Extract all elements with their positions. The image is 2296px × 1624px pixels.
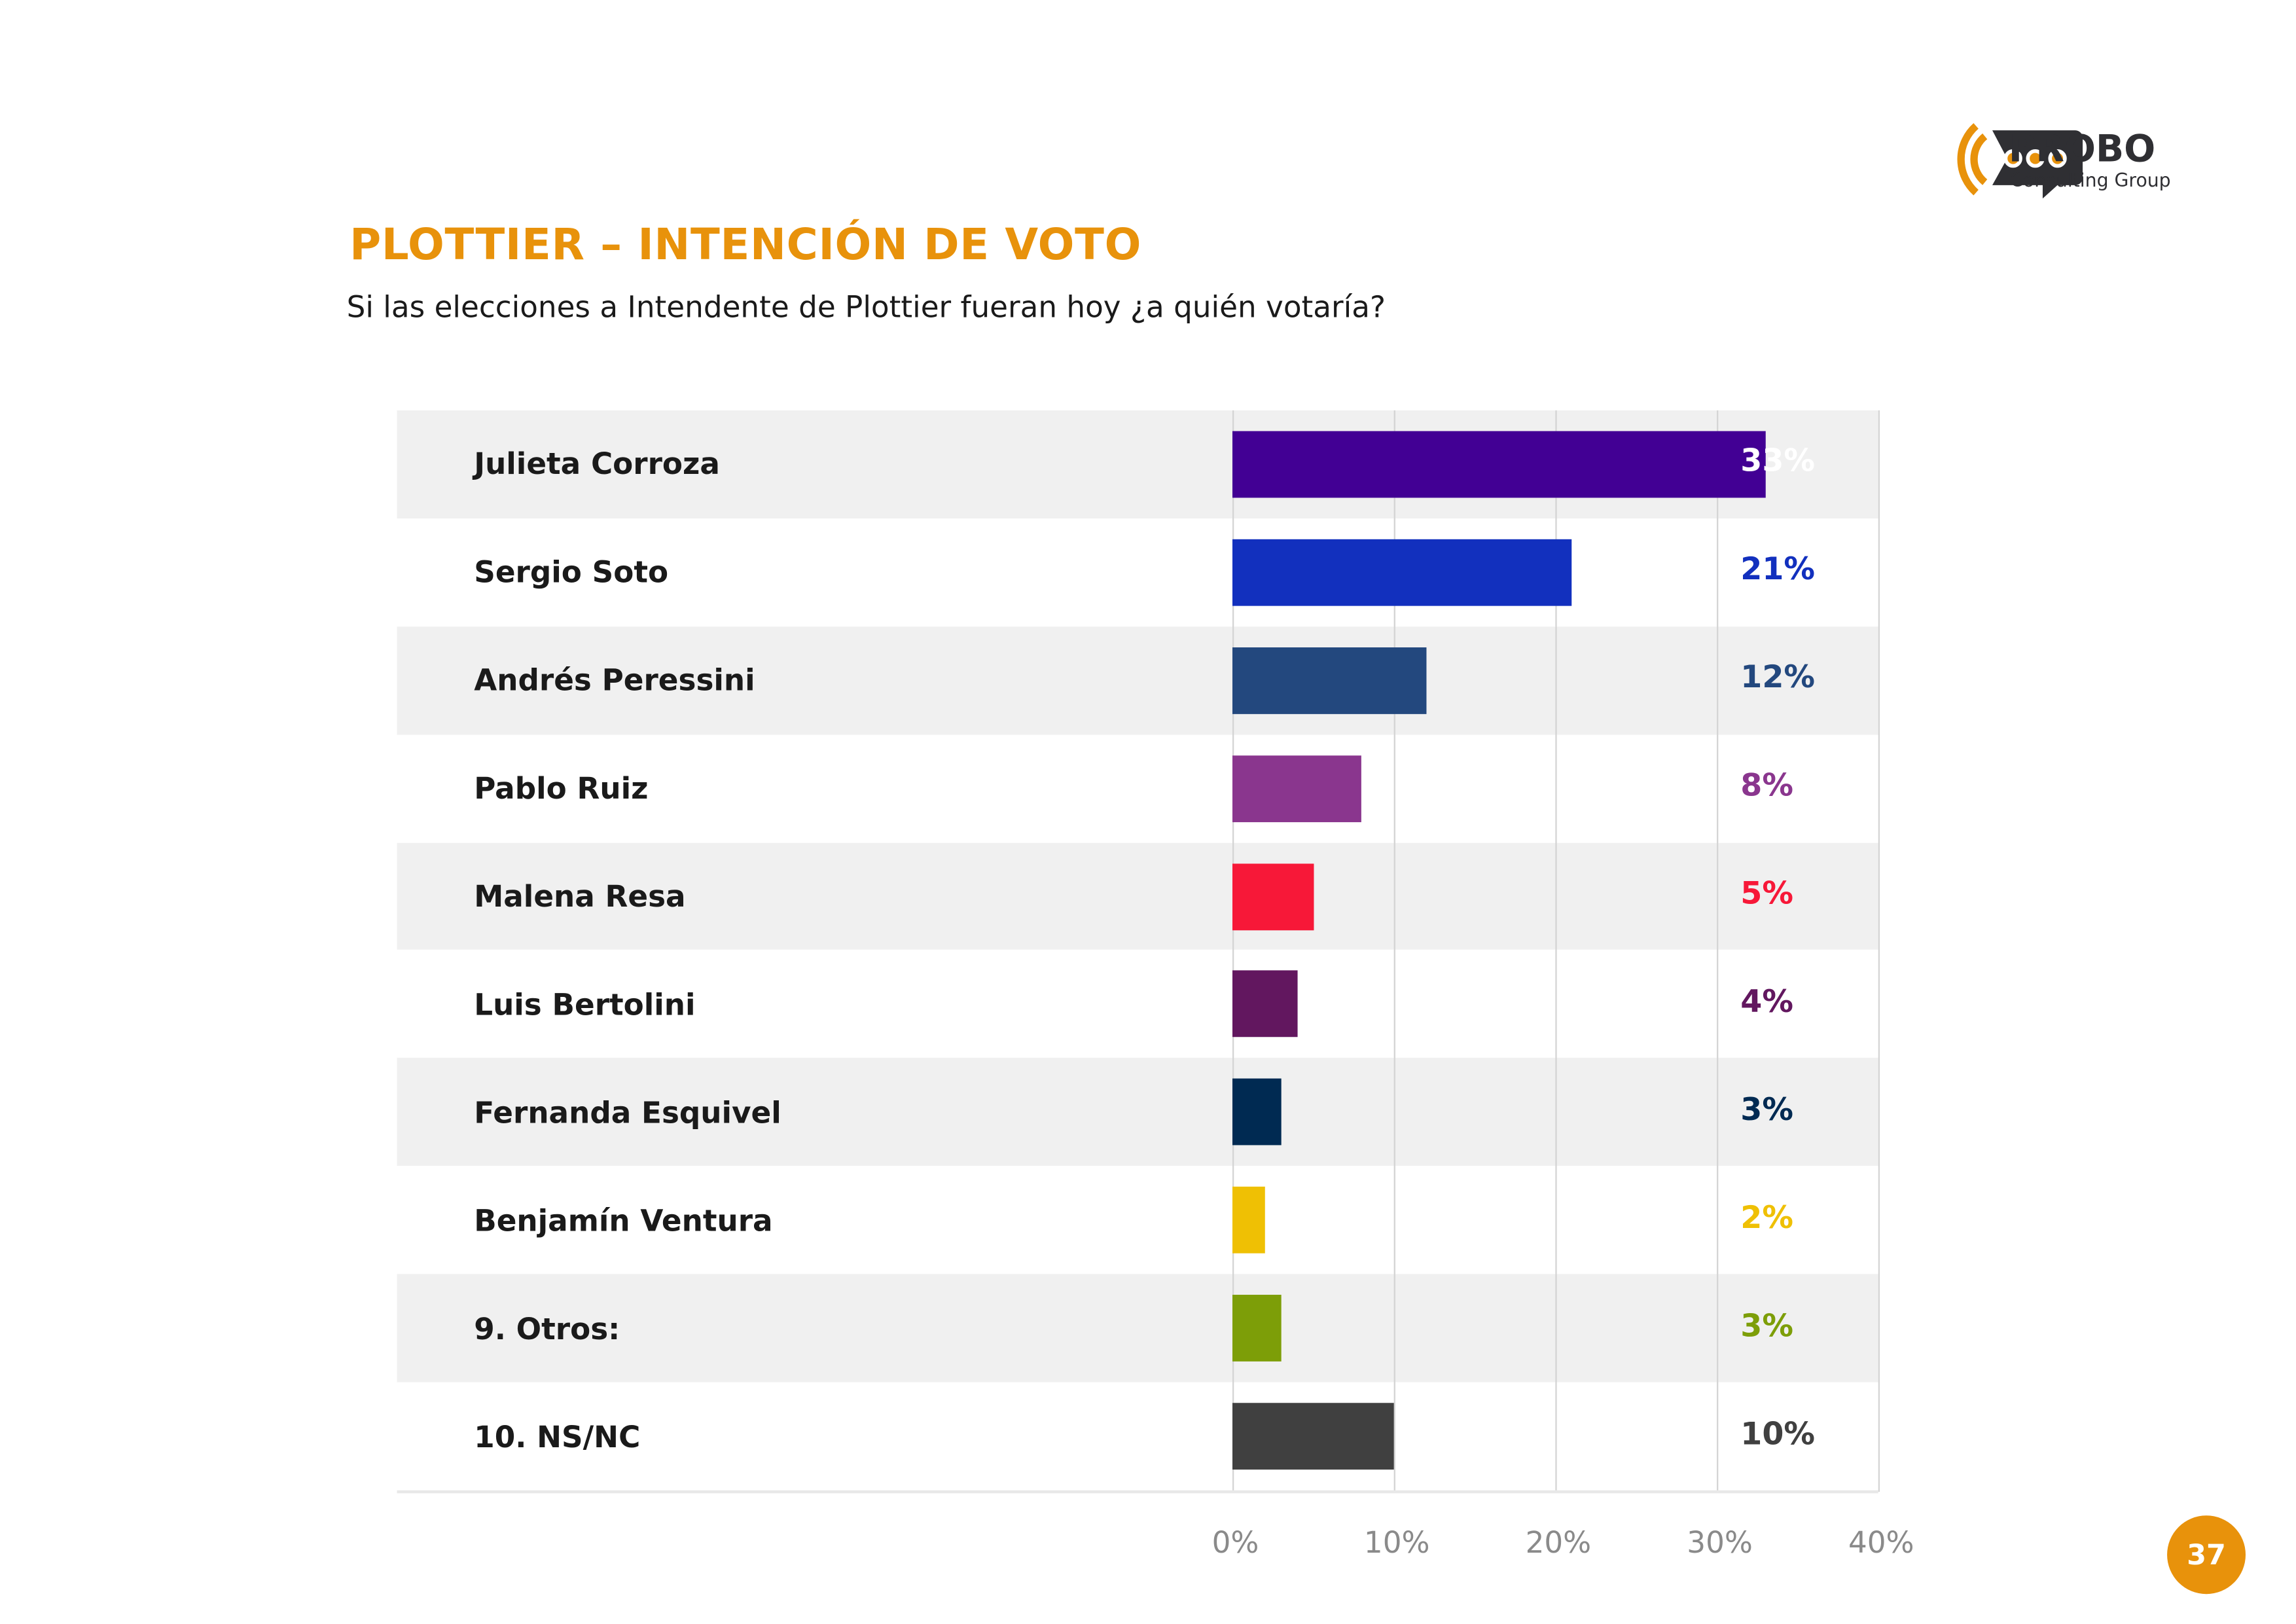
category-label: Fernanda Esquivel (474, 1094, 781, 1130)
category-label: Julieta Corroza (474, 446, 720, 482)
chart-row: 9. Otros: (397, 1274, 1878, 1382)
value-label: 2% (1740, 1199, 1793, 1235)
bar (1232, 755, 1362, 822)
x-tick-label: 0% (1211, 1524, 1259, 1561)
probo-logo (1957, 123, 2083, 199)
chart-row: Benjamín Ventura (397, 1166, 1878, 1274)
value-label: 3% (1740, 1307, 1793, 1343)
chart-row: 10. NS/NC (397, 1382, 1878, 1490)
chart-subtitle: Si las elecciones a Intendente de Plotti… (346, 289, 1386, 325)
chart-row: Pablo Ruiz (397, 734, 1878, 842)
value-label: 8% (1740, 767, 1793, 803)
chart-row: Luis Bertolini (397, 950, 1878, 1058)
gridline (1555, 410, 1557, 1492)
gridline (1717, 410, 1719, 1492)
gridline (1393, 410, 1395, 1492)
bar (1232, 539, 1572, 606)
category-label: Sergio Soto (474, 554, 669, 590)
logo-tagline: Consulting Group (2010, 169, 2171, 191)
value-label: 33% (1740, 443, 1816, 480)
category-label: Andrés Peressini (474, 662, 755, 698)
x-tick-label: 10% (1363, 1524, 1430, 1561)
category-label: Pablo Ruiz (474, 770, 649, 806)
gridline (1878, 410, 1880, 1492)
page-number-badge: 37 (2167, 1515, 2246, 1595)
value-label: 21% (1740, 551, 1816, 588)
chart-row: Malena Resa (397, 842, 1878, 950)
value-label: 3% (1740, 1091, 1793, 1127)
category-label: Malena Resa (474, 878, 686, 914)
chart-title: PLOTTIER – INTENCIÓN DE VOTO (350, 219, 1142, 270)
bar (1232, 1295, 1281, 1362)
bar (1232, 863, 1314, 930)
gridline (1232, 410, 1234, 1492)
value-label: 12% (1740, 659, 1816, 696)
bar (1232, 971, 1297, 1038)
category-label: 10. NS/NC (474, 1418, 641, 1454)
bar (1232, 431, 1766, 498)
chart-row: Fernanda Esquivel (397, 1058, 1878, 1166)
bar (1232, 1187, 1265, 1254)
chart-row: Andrés Peressini (397, 626, 1878, 734)
x-tick-label: 30% (1687, 1524, 1753, 1561)
value-label: 4% (1740, 983, 1793, 1019)
bar (1232, 1403, 1394, 1470)
value-label: 5% (1740, 875, 1793, 911)
chart-row: Sergio Soto (397, 518, 1878, 626)
bar (1232, 1079, 1281, 1146)
category-label: Benjamín Ventura (474, 1202, 773, 1238)
category-label: Luis Bertolini (474, 986, 696, 1022)
logo-name: PROBO (2008, 127, 2156, 171)
chart-baseline (397, 1490, 1878, 1494)
x-tick-label: 20% (1525, 1524, 1592, 1561)
value-label: 10% (1740, 1415, 1816, 1451)
category-label: 9. Otros: (474, 1310, 620, 1346)
bar (1232, 647, 1427, 714)
x-tick-label: 40% (1848, 1524, 1914, 1561)
